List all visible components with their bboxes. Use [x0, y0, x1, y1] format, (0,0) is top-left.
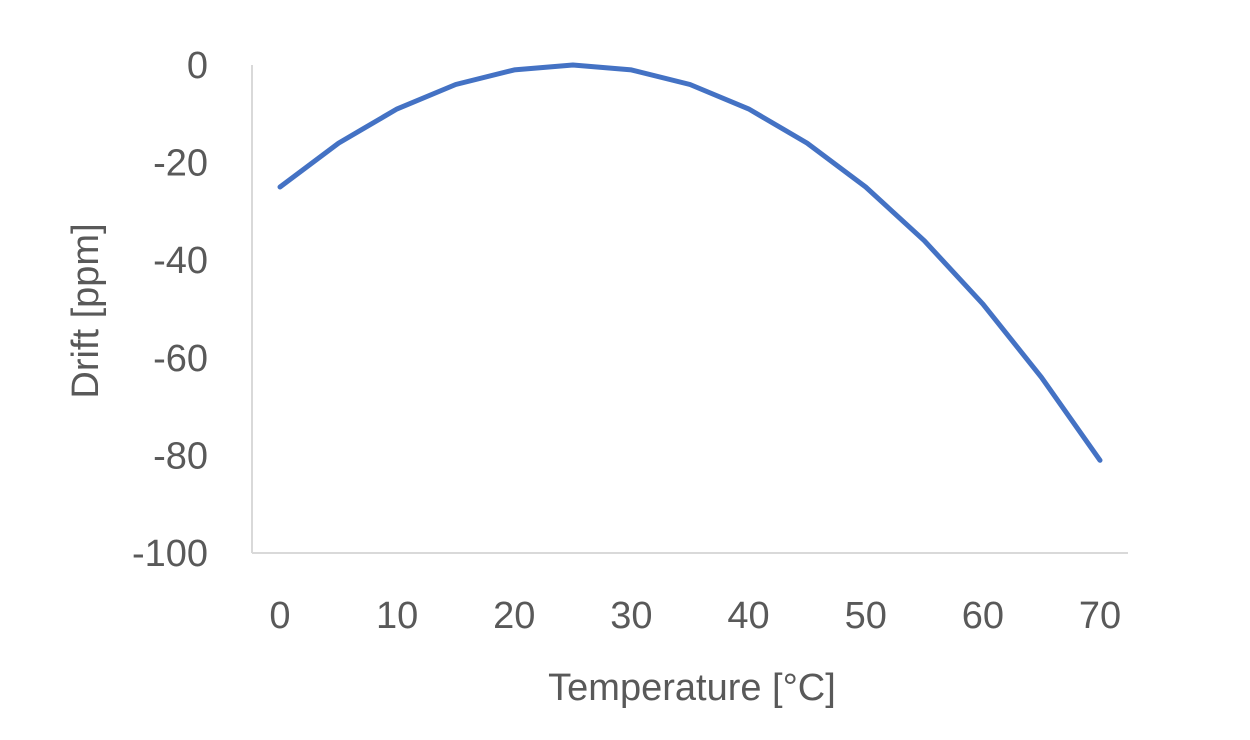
- x-tick-label: 20: [493, 595, 535, 637]
- y-tick-labels: 0 -20 -40 -60 -80 -100: [132, 45, 208, 575]
- x-tick-label: 50: [845, 595, 887, 637]
- x-tick-label: 0: [269, 595, 290, 637]
- x-tick-label: 60: [962, 595, 1004, 637]
- y-tick-label: 0: [187, 45, 208, 87]
- x-tick-labels: 0 10 20 30 40 50 60 70: [269, 595, 1121, 637]
- x-tick-label: 40: [727, 595, 769, 637]
- y-tick-label: -100: [132, 533, 208, 575]
- x-tick-label: 30: [610, 595, 652, 637]
- x-tick-label: 10: [376, 595, 418, 637]
- y-axis-title: Drift [ppm]: [65, 223, 107, 398]
- y-tick-label: -20: [153, 143, 208, 185]
- axes: [251, 65, 1128, 554]
- series-layer: [277, 62, 1103, 463]
- x-axis-title: Temperature [°C]: [548, 667, 836, 709]
- y-tick-label: -60: [153, 338, 208, 380]
- x-tick-label: 70: [1079, 595, 1121, 637]
- y-tick-label: -80: [153, 435, 208, 477]
- series-line: [277, 62, 1103, 463]
- y-tick-label: -40: [153, 240, 208, 282]
